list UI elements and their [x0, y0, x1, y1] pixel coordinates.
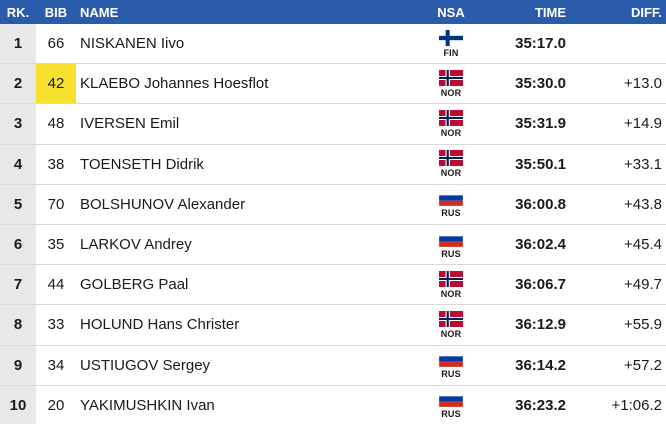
table-header: RK. BIB NAME NSA TIME DIFF. [0, 0, 666, 24]
time-cell: 35:31.9 [515, 115, 566, 133]
rank-cell: 3 [0, 104, 36, 144]
time-cell: 35:30.0 [515, 75, 566, 93]
time-cell: 36:14.2 [515, 356, 566, 374]
norway-flag-icon [439, 310, 463, 327]
diff-cell: +13.0 [624, 75, 662, 93]
nsa-code: RUS [441, 248, 461, 259]
diff-cell: +14.9 [624, 115, 662, 133]
time-cell: 36:23.2 [515, 396, 566, 414]
nsa-cell: NOR [408, 69, 494, 98]
athlete-name[interactable]: GOLBERG Paal [80, 276, 189, 294]
bib-cell: 44 [47, 276, 65, 294]
athlete-name[interactable]: IVERSEN Emil [80, 115, 180, 133]
norway-flag-icon [439, 109, 463, 126]
nsa-code: RUS [441, 409, 461, 420]
table-row[interactable]: 10 20 YAKIMUSHKIN Ivan RUS 36:23.2 +1:06.2 [0, 385, 666, 424]
table-body: 1 66 NISKANEN Iivo FIN 35:17.0 2 42 KLAEBO Joha… [0, 24, 666, 424]
athlete-name[interactable]: HOLUND Hans Christer [80, 316, 240, 334]
table-row[interactable]: 3 48 IVERSEN Emil NOR 35:31.9 +14.9 [0, 104, 666, 145]
nsa-cell: RUS [408, 230, 494, 259]
bib-cell: 66 [47, 35, 65, 53]
nsa-cell: FIN [408, 29, 494, 58]
bib-cell: 35 [47, 236, 65, 254]
header-name[interactable]: NAME [80, 4, 119, 20]
nsa-cell: RUS [408, 190, 494, 218]
athlete-name[interactable]: USTIUGOV Sergey [80, 356, 211, 374]
table-row[interactable]: 1 66 NISKANEN Iivo FIN 35:17.0 [0, 24, 666, 65]
diff-cell: +49.7 [624, 276, 662, 294]
table-row[interactable]: 5 70 BOLSHUNOV Alexander RUS 36:00.8 +43.8 [0, 184, 666, 225]
diff-cell: +55.9 [624, 316, 662, 334]
nsa-code: NOR [440, 168, 462, 179]
russia-flag-icon [439, 230, 463, 247]
nsa-code: RUS [441, 208, 461, 219]
rank-cell: 7 [0, 265, 36, 305]
diff-cell: +33.1 [624, 155, 662, 173]
bib-cell: 38 [47, 155, 65, 173]
norway-flag-icon [439, 69, 463, 86]
norway-flag-icon [439, 270, 463, 287]
table-row[interactable]: 2 42 KLAEBO Johannes Hoesflot NOR 35:30.0 +13… [0, 64, 666, 105]
nsa-code: NOR [440, 288, 462, 299]
time-cell: 36:00.8 [515, 195, 566, 213]
athlete-name[interactable]: NISKANEN Iivo [80, 35, 185, 53]
diff-cell: +43.8 [624, 195, 662, 213]
bib-cell: 70 [47, 195, 65, 213]
nsa-cell: RUS [408, 391, 494, 419]
nsa-cell: NOR [408, 310, 494, 339]
rank-cell: 9 [0, 345, 36, 385]
rank-cell: 1 [0, 24, 36, 64]
norway-flag-icon [439, 150, 463, 167]
diff-cell: +57.2 [624, 356, 662, 374]
russia-flag-icon [439, 190, 463, 207]
athlete-name[interactable]: YAKIMUSHKIN Ivan [80, 396, 215, 414]
rank-cell: 4 [0, 144, 36, 184]
rank-cell: 6 [0, 224, 36, 265]
diff-cell: +45.4 [624, 236, 662, 254]
athlete-name[interactable]: KLAEBO Johannes Hoesflot [80, 75, 269, 93]
bib-cell: 34 [47, 356, 65, 374]
rank-cell: 5 [0, 184, 36, 224]
time-cell: 35:50.1 [515, 155, 566, 173]
bib-cell: 48 [47, 115, 65, 133]
time-cell: 35:17.0 [515, 35, 566, 53]
athlete-name[interactable]: LARKOV Andrey [80, 236, 192, 254]
diff-cell: +1:06.2 [611, 396, 662, 414]
header-nsa[interactable]: NSA [437, 4, 465, 20]
nsa-cell: NOR [408, 150, 494, 178]
athlete-name[interactable]: TOENSETH Didrik [80, 155, 204, 173]
nsa-code: FIN [443, 47, 459, 58]
header-rank[interactable]: RK. [0, 0, 36, 24]
nsa-cell: NOR [408, 109, 494, 138]
bib-cell: 33 [47, 316, 65, 334]
header-bib[interactable]: BIB [44, 4, 68, 20]
nsa-cell: RUS [408, 351, 494, 379]
bib-cell: 42 [36, 64, 76, 104]
header-diff[interactable]: DIFF. [630, 4, 662, 20]
athlete-name[interactable]: BOLSHUNOV Alexander [80, 195, 246, 213]
table-row[interactable]: 6 35 LARKOV Andrey RUS 36:02.4 +45.4 [0, 224, 666, 266]
rank-cell: 2 [0, 64, 36, 104]
finland-flag-icon [439, 29, 463, 46]
nsa-cell: NOR [408, 270, 494, 299]
time-cell: 36:02.4 [515, 236, 566, 254]
nsa-code: RUS [441, 369, 461, 380]
table-row[interactable]: 9 34 USTIUGOV Sergey RUS 36:14.2 +57.2 [0, 345, 666, 386]
bib-cell: 20 [47, 396, 65, 414]
rank-cell: 8 [0, 305, 36, 345]
time-cell: 36:06.7 [515, 276, 566, 294]
nsa-code: NOR [440, 127, 462, 138]
russia-flag-icon [439, 391, 463, 408]
rank-cell: 10 [0, 385, 36, 424]
nsa-code: NOR [440, 87, 462, 98]
header-time[interactable]: TIME [534, 4, 566, 20]
nsa-code: NOR [440, 328, 462, 339]
russia-flag-icon [439, 351, 463, 368]
table-row[interactable]: 7 44 GOLBERG Paal NOR 36:06.7 +49.7 [0, 265, 666, 306]
table-row[interactable]: 8 33 HOLUND Hans Christer NOR 36:12.9 +55.9 [0, 305, 666, 346]
time-cell: 36:12.9 [515, 316, 566, 334]
table-row[interactable]: 4 38 TOENSETH Didrik NOR 35:50.1 +33.1 [0, 144, 666, 185]
